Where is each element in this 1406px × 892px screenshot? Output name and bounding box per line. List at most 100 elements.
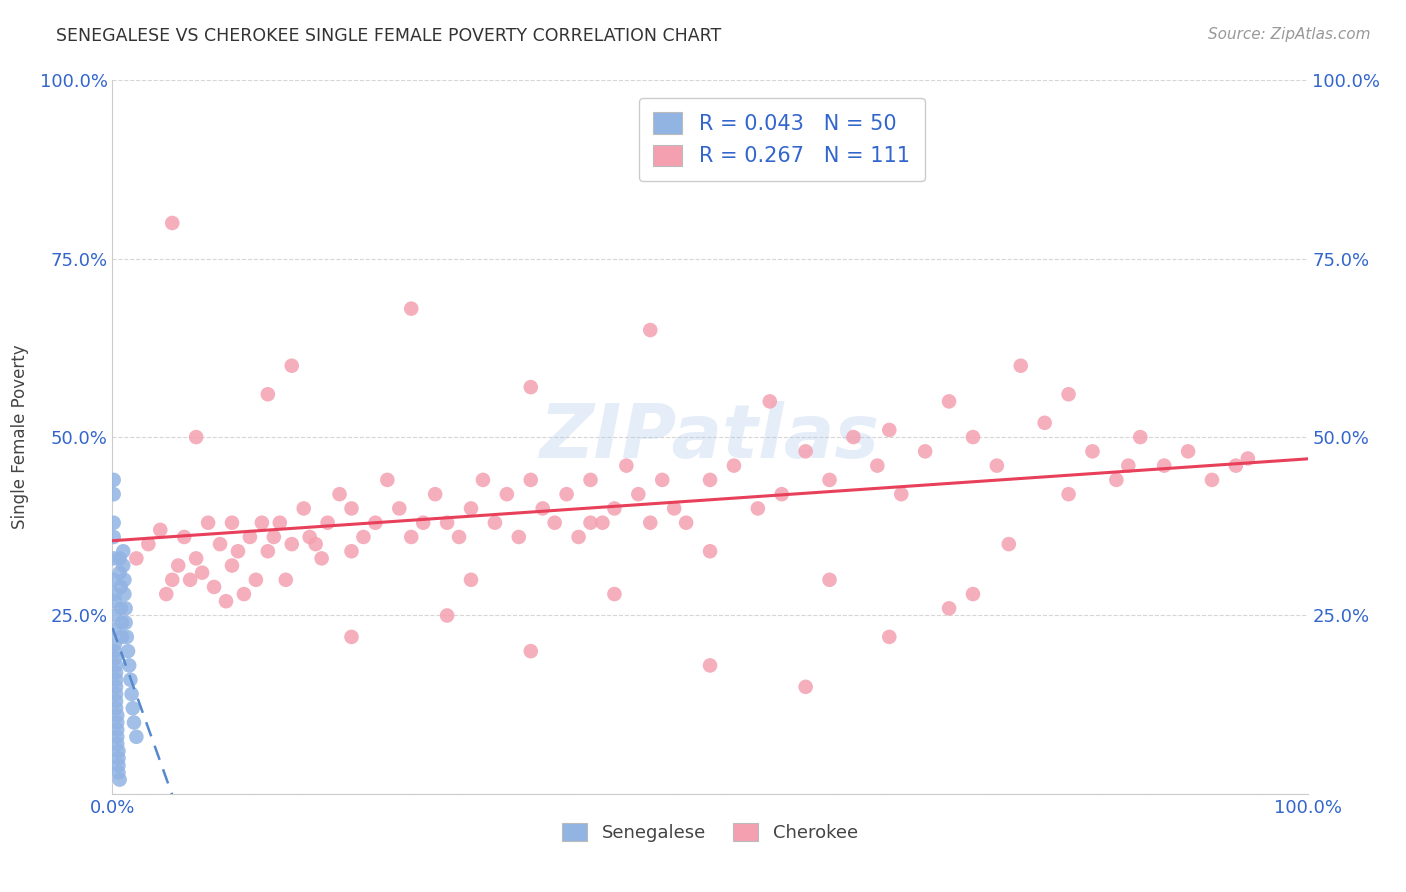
Point bbox=[105, 680, 128, 694]
Y-axis label: Single Female Poverty: Single Female Poverty bbox=[10, 345, 28, 529]
Point bbox=[173, 530, 195, 544]
Point bbox=[110, 580, 132, 594]
Point bbox=[104, 623, 127, 637]
Point bbox=[103, 516, 125, 530]
Point bbox=[118, 658, 141, 673]
Point bbox=[107, 751, 129, 765]
Point bbox=[352, 530, 374, 544]
Point bbox=[316, 516, 339, 530]
Point bbox=[121, 687, 143, 701]
Point bbox=[531, 501, 554, 516]
Point bbox=[239, 530, 262, 544]
Point bbox=[1081, 444, 1104, 458]
Point bbox=[105, 694, 128, 708]
Point bbox=[579, 473, 602, 487]
Point bbox=[616, 458, 638, 473]
Point bbox=[110, 601, 132, 615]
Text: ZIPatlas: ZIPatlas bbox=[540, 401, 880, 474]
Point bbox=[121, 701, 143, 715]
Point bbox=[1153, 458, 1175, 473]
Point bbox=[1129, 430, 1152, 444]
Point bbox=[292, 501, 315, 516]
Point bbox=[794, 680, 817, 694]
Point bbox=[412, 516, 434, 530]
Legend: Senegalese, Cherokee: Senegalese, Cherokee bbox=[555, 815, 865, 849]
Point bbox=[364, 516, 387, 530]
Point bbox=[105, 673, 128, 687]
Point bbox=[603, 501, 626, 516]
Point bbox=[104, 644, 127, 658]
Point bbox=[436, 516, 458, 530]
Point bbox=[592, 516, 614, 530]
Point bbox=[122, 715, 145, 730]
Point bbox=[311, 551, 333, 566]
Point bbox=[197, 516, 219, 530]
Point bbox=[155, 587, 177, 601]
Point bbox=[329, 487, 352, 501]
Point bbox=[105, 658, 128, 673]
Point bbox=[105, 708, 128, 723]
Point bbox=[1201, 473, 1223, 487]
Point bbox=[108, 551, 131, 566]
Point bbox=[226, 544, 249, 558]
Point bbox=[112, 558, 135, 573]
Point bbox=[191, 566, 214, 580]
Point bbox=[138, 537, 160, 551]
Point bbox=[104, 594, 127, 608]
Point bbox=[938, 394, 960, 409]
Point bbox=[103, 530, 125, 544]
Point bbox=[484, 516, 506, 530]
Point bbox=[105, 665, 128, 680]
Point bbox=[107, 758, 129, 772]
Point bbox=[460, 573, 482, 587]
Point bbox=[472, 473, 495, 487]
Point bbox=[962, 587, 984, 601]
Point bbox=[879, 630, 901, 644]
Point bbox=[520, 380, 543, 394]
Point bbox=[914, 444, 936, 458]
Point bbox=[111, 615, 134, 630]
Point bbox=[818, 473, 841, 487]
Point bbox=[986, 458, 1008, 473]
Point bbox=[105, 701, 128, 715]
Point bbox=[125, 551, 148, 566]
Point bbox=[543, 516, 565, 530]
Point bbox=[215, 594, 238, 608]
Point bbox=[723, 458, 745, 473]
Point bbox=[579, 516, 602, 530]
Point bbox=[103, 573, 125, 587]
Point bbox=[120, 673, 142, 687]
Text: SENEGALESE VS CHEROKEE SINGLE FEMALE POVERTY CORRELATION CHART: SENEGALESE VS CHEROKEE SINGLE FEMALE POV… bbox=[56, 27, 721, 45]
Point bbox=[879, 423, 901, 437]
Point bbox=[108, 566, 131, 580]
Point bbox=[890, 487, 912, 501]
Point bbox=[107, 744, 129, 758]
Point bbox=[675, 516, 697, 530]
Point bbox=[794, 444, 817, 458]
Point bbox=[104, 651, 127, 665]
Point bbox=[186, 430, 208, 444]
Point bbox=[186, 551, 208, 566]
Point bbox=[1118, 458, 1140, 473]
Point bbox=[962, 430, 984, 444]
Point bbox=[640, 323, 662, 337]
Point bbox=[520, 644, 543, 658]
Point bbox=[1105, 473, 1128, 487]
Point bbox=[202, 580, 225, 594]
Point bbox=[221, 558, 243, 573]
Point bbox=[377, 473, 399, 487]
Point bbox=[759, 394, 782, 409]
Point bbox=[1057, 387, 1080, 401]
Point bbox=[104, 587, 127, 601]
Point bbox=[107, 765, 129, 780]
Point bbox=[105, 730, 128, 744]
Point bbox=[117, 644, 139, 658]
Point bbox=[664, 501, 686, 516]
Point bbox=[269, 516, 291, 530]
Point bbox=[460, 501, 482, 516]
Point bbox=[125, 730, 148, 744]
Point bbox=[568, 530, 591, 544]
Text: Source: ZipAtlas.com: Source: ZipAtlas.com bbox=[1208, 27, 1371, 42]
Point bbox=[114, 601, 136, 615]
Point bbox=[281, 537, 304, 551]
